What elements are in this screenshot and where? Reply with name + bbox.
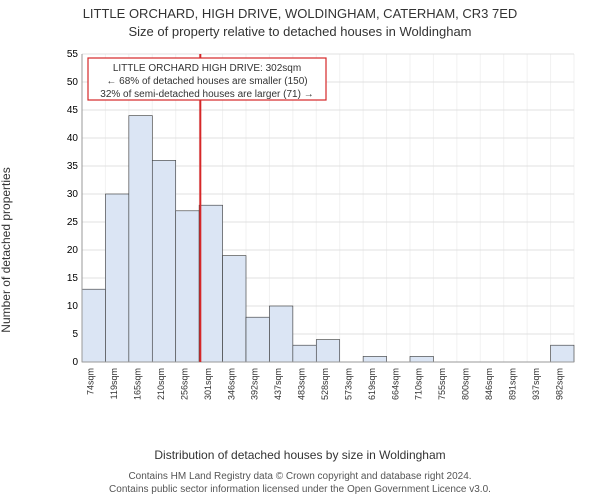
y-tick: 40 [67,133,79,144]
annotation-line: ← 68% of detached houses are smaller (15… [106,76,307,87]
x-tick: 846sqm [484,368,494,400]
bar [316,340,339,362]
histogram-plot: 0 5 10 15 20 25 30 35 40 45 50 55 74sqm 119sqm 165sqm 2… [60,48,580,408]
x-tick: 710sqm [414,368,424,400]
y-tick: 50 [67,77,79,88]
bar [293,345,316,362]
y-tick: 55 [67,49,79,60]
bar [176,211,199,362]
chart-subtitle: Size of property relative to detached ho… [0,24,600,39]
bar [269,306,292,362]
annotation-line: 32% of semi-detached houses are larger (… [100,89,313,100]
bar [410,356,433,362]
footer-line-2: Contains public sector information licen… [0,483,600,496]
y-tick: 5 [72,329,78,340]
x-tick: 891sqm [507,368,517,400]
x-axis-label: Distribution of detached houses by size … [0,448,600,462]
x-tick: 755sqm [437,368,447,400]
y-tick: 15 [67,273,79,284]
x-tick: 573sqm [343,368,353,400]
x-tick: 256sqm [179,368,189,400]
x-tick: 210sqm [156,368,166,400]
x-tick: 800sqm [461,368,471,400]
bar [223,256,246,362]
bar [363,356,386,362]
bar [129,116,152,362]
y-tick: 20 [67,245,79,256]
x-ticks: 74sqm 119sqm 165sqm 210sqm 256sqm 301sqm 346sq… [86,368,565,400]
annotation-line: LITTLE ORCHARD HIGH DRIVE: 302sqm [113,63,301,74]
y-tick: 30 [67,189,79,200]
x-tick: 301sqm [203,368,213,400]
footer-line-1: Contains HM Land Registry data © Crown c… [0,470,600,483]
x-tick: 346sqm [226,368,236,400]
chart-container: LITTLE ORCHARD, HIGH DRIVE, WOLDINGHAM, … [0,0,600,500]
footer: Contains HM Land Registry data © Crown c… [0,470,600,496]
x-tick: 74sqm [86,368,96,395]
y-tick: 35 [67,161,79,172]
bar [82,289,105,362]
chart-title: LITTLE ORCHARD, HIGH DRIVE, WOLDINGHAM, … [0,6,600,21]
y-tick: 0 [72,357,78,368]
y-tick: 25 [67,217,79,228]
bar [105,194,128,362]
bar [199,205,222,362]
x-tick: 937sqm [531,368,541,400]
x-tick: 392sqm [250,368,260,400]
x-tick: 437sqm [273,368,283,400]
bar [152,160,175,362]
bar [246,317,269,362]
x-tick: 483sqm [297,368,307,400]
y-tick: 10 [67,301,79,312]
y-tick: 45 [67,105,79,116]
x-tick: 619sqm [367,368,377,400]
y-axis-label: Number of detached properties [0,85,13,250]
x-tick: 165sqm [133,368,143,400]
bar [551,345,574,362]
x-tick: 119sqm [109,368,119,399]
x-tick: 982sqm [554,368,564,400]
x-tick: 664sqm [390,368,400,400]
bars [82,116,574,362]
x-tick: 528sqm [320,368,330,400]
